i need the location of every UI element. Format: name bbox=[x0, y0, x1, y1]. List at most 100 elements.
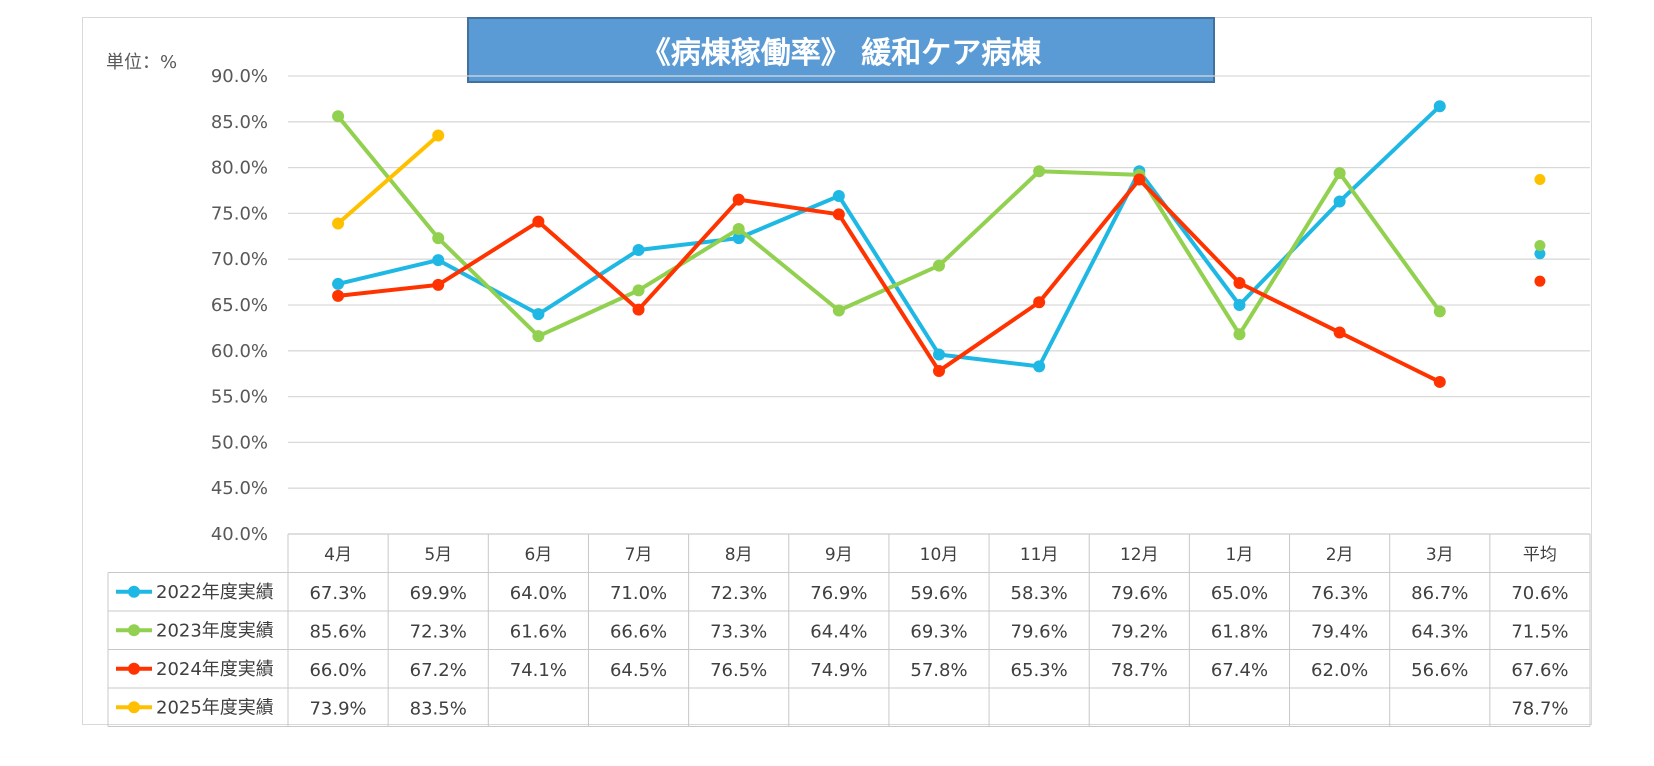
legend-series-name: 2024年度実績 bbox=[156, 659, 274, 680]
average-point bbox=[1534, 248, 1546, 260]
chart-frame bbox=[82, 17, 1592, 725]
data-point bbox=[432, 232, 445, 245]
data-table-cell: 67.3% bbox=[309, 583, 366, 604]
data-point bbox=[1133, 173, 1146, 186]
data-point bbox=[1033, 296, 1046, 309]
category-label: 11月 bbox=[1020, 545, 1059, 565]
data-table-cell: 69.9% bbox=[410, 583, 467, 604]
data-table-cell: 69.3% bbox=[910, 621, 967, 642]
data-table-cell: 58.3% bbox=[1011, 583, 1068, 604]
data-table-cell: 79.2% bbox=[1111, 621, 1168, 642]
y-tick-label: 90.0% bbox=[211, 66, 268, 87]
average-point bbox=[1534, 174, 1546, 186]
legend-key-marker bbox=[128, 585, 140, 598]
y-tick-label: 55.0% bbox=[211, 387, 268, 408]
y-tick-label: 85.0% bbox=[211, 112, 268, 133]
unit-label: 単位：% bbox=[106, 52, 178, 73]
data-point bbox=[1333, 195, 1346, 208]
category-label: 8月 bbox=[725, 545, 753, 565]
series-line bbox=[336, 177, 1442, 384]
data-table-cell: 79.6% bbox=[1011, 621, 1068, 642]
data-table-cell: 65.3% bbox=[1011, 660, 1068, 681]
category-label: 4月 bbox=[324, 545, 352, 565]
data-point bbox=[1233, 277, 1246, 290]
data-table-cell: 86.7% bbox=[1411, 583, 1468, 604]
data-point bbox=[832, 304, 845, 317]
y-tick-label: 75.0% bbox=[211, 203, 268, 224]
data-table-cell: 76.5% bbox=[710, 660, 767, 681]
data-table-cell: 67.4% bbox=[1211, 660, 1268, 681]
legend-key-marker bbox=[128, 701, 140, 714]
data-point bbox=[732, 232, 745, 245]
data-table-cell: 76.3% bbox=[1311, 583, 1368, 604]
data-table-cell: 57.8% bbox=[910, 660, 967, 681]
data-table-cell: 61.8% bbox=[1211, 621, 1268, 642]
data-point bbox=[332, 277, 345, 290]
average-point bbox=[1534, 239, 1546, 251]
data-table-cell: 78.7% bbox=[1111, 660, 1168, 681]
y-tick-label: 60.0% bbox=[211, 341, 268, 362]
category-label: 3月 bbox=[1426, 545, 1454, 565]
data-point bbox=[1433, 375, 1446, 388]
legend-series-name: 2023年度実績 bbox=[156, 620, 274, 641]
data-table-average-cell: 67.6% bbox=[1511, 660, 1568, 681]
data-point bbox=[432, 129, 445, 142]
data-point bbox=[532, 308, 545, 321]
data-table-cell: 83.5% bbox=[410, 698, 467, 719]
data-point bbox=[732, 193, 745, 206]
legend-series-name: 2022年度実績 bbox=[156, 582, 274, 603]
data-table-average-cell: 70.6% bbox=[1511, 583, 1568, 604]
data-table-cell: 67.2% bbox=[410, 660, 467, 681]
data-point bbox=[332, 217, 345, 230]
y-tick-label: 80.0% bbox=[211, 158, 268, 179]
data-table-cell: 72.3% bbox=[410, 621, 467, 642]
data-table-cell: 64.3% bbox=[1411, 621, 1468, 642]
data-point bbox=[632, 284, 645, 297]
data-point bbox=[933, 364, 945, 377]
data-point bbox=[632, 303, 645, 316]
category-label-average: 平均 bbox=[1523, 545, 1557, 565]
category-label: 10月 bbox=[920, 545, 959, 565]
y-tick-label: 70.0% bbox=[211, 249, 268, 270]
data-table-cell: 73.9% bbox=[309, 698, 366, 719]
y-tick-label: 40.0% bbox=[211, 524, 268, 545]
data-table-cell: 65.0% bbox=[1211, 583, 1268, 604]
data-table-average-cell: 71.5% bbox=[1511, 621, 1568, 642]
legend-series-name: 2025年度実績 bbox=[156, 697, 274, 718]
data-table-cell: 61.6% bbox=[510, 621, 567, 642]
data-point bbox=[1233, 299, 1246, 311]
data-table-cell: 66.0% bbox=[309, 660, 366, 681]
series-line bbox=[336, 114, 1442, 339]
data-table-cell: 74.9% bbox=[810, 660, 867, 681]
data-point bbox=[1033, 165, 1046, 178]
data-point bbox=[1233, 328, 1246, 341]
data-table-cell: 76.9% bbox=[810, 583, 867, 604]
data-table-cell: 79.4% bbox=[1311, 621, 1368, 642]
category-label: 7月 bbox=[625, 545, 653, 565]
data-table-cell: 64.4% bbox=[810, 621, 867, 642]
category-label: 1月 bbox=[1226, 545, 1254, 565]
data-point bbox=[933, 259, 945, 272]
category-label: 6月 bbox=[524, 545, 552, 565]
data-point bbox=[532, 215, 545, 228]
data-table-cell: 56.6% bbox=[1411, 660, 1468, 681]
data-point bbox=[1333, 167, 1346, 180]
data-point bbox=[432, 278, 445, 291]
data-table-cell: 85.6% bbox=[309, 621, 366, 642]
data-point bbox=[832, 208, 845, 221]
data-table-cell: 64.5% bbox=[610, 660, 667, 681]
data-point bbox=[1433, 305, 1446, 318]
data-point bbox=[1333, 326, 1346, 339]
y-tick-label: 45.0% bbox=[211, 478, 268, 499]
chart-title: 《病棟稼働率》 緩和ケア病棟 bbox=[467, 17, 1215, 83]
data-table-average-cell: 78.7% bbox=[1511, 698, 1568, 719]
data-point bbox=[332, 110, 345, 123]
data-table-cell: 62.0% bbox=[1311, 660, 1368, 681]
data-point bbox=[933, 348, 945, 361]
data-point bbox=[532, 330, 545, 343]
data-table-cell: 59.6% bbox=[910, 583, 967, 604]
data-point bbox=[732, 222, 745, 235]
category-label: 9月 bbox=[825, 545, 853, 565]
data-point bbox=[1433, 100, 1446, 113]
